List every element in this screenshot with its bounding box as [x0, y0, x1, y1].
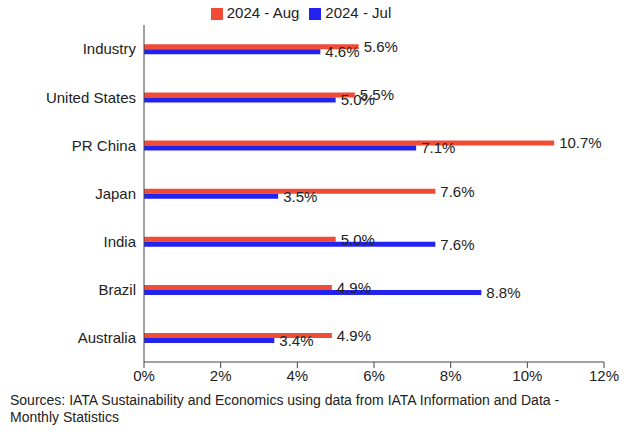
svg-text:7.1%: 7.1%: [421, 139, 455, 156]
svg-text:Brazil: Brazil: [98, 281, 136, 298]
svg-text:3.5%: 3.5%: [283, 188, 317, 205]
svg-text:4%: 4%: [286, 367, 308, 384]
svg-text:8%: 8%: [440, 367, 462, 384]
svg-text:2%: 2%: [210, 367, 232, 384]
svg-text:5.0%: 5.0%: [341, 231, 375, 248]
svg-text:5.5%: 5.5%: [359, 86, 394, 104]
svg-text:India: India: [103, 233, 136, 250]
svg-text:3.4%: 3.4%: [279, 332, 313, 349]
svg-text:4.6%: 4.6%: [325, 43, 359, 60]
svg-text:PR China: PR China: [72, 137, 137, 154]
svg-text:Australia: Australia: [78, 329, 137, 346]
svg-text:7.6%: 7.6%: [440, 236, 474, 253]
svg-text:6%: 6%: [363, 367, 385, 384]
svg-text:10.7%: 10.7%: [559, 134, 602, 151]
svg-text:8.8%: 8.8%: [486, 284, 520, 301]
html-text:Sources: IATA Sustainability a: Sources: IATA Sustainability and Economi…: [10, 392, 560, 425]
svg-text:5.6%: 5.6%: [364, 38, 398, 55]
svg-text:0%: 0%: [133, 367, 155, 384]
svg-text:10%: 10%: [512, 367, 542, 384]
svg-text:7.6%: 7.6%: [440, 183, 474, 200]
svg-text:4.9%: 4.9%: [337, 327, 371, 344]
svg-text:United States: United States: [46, 89, 136, 106]
svg-text:Japan: Japan: [95, 185, 136, 202]
svg-text:Industry: Industry: [83, 40, 137, 57]
html-text:2024 - Aug: 2024 - Aug: [226, 4, 300, 21]
html-text:2024 - Jul: 2024 - Jul: [325, 4, 392, 21]
svg-text:4.9%: 4.9%: [337, 279, 371, 296]
svg-text:12%: 12%: [589, 367, 619, 384]
svg-text:5.0%: 5.0%: [341, 91, 375, 108]
